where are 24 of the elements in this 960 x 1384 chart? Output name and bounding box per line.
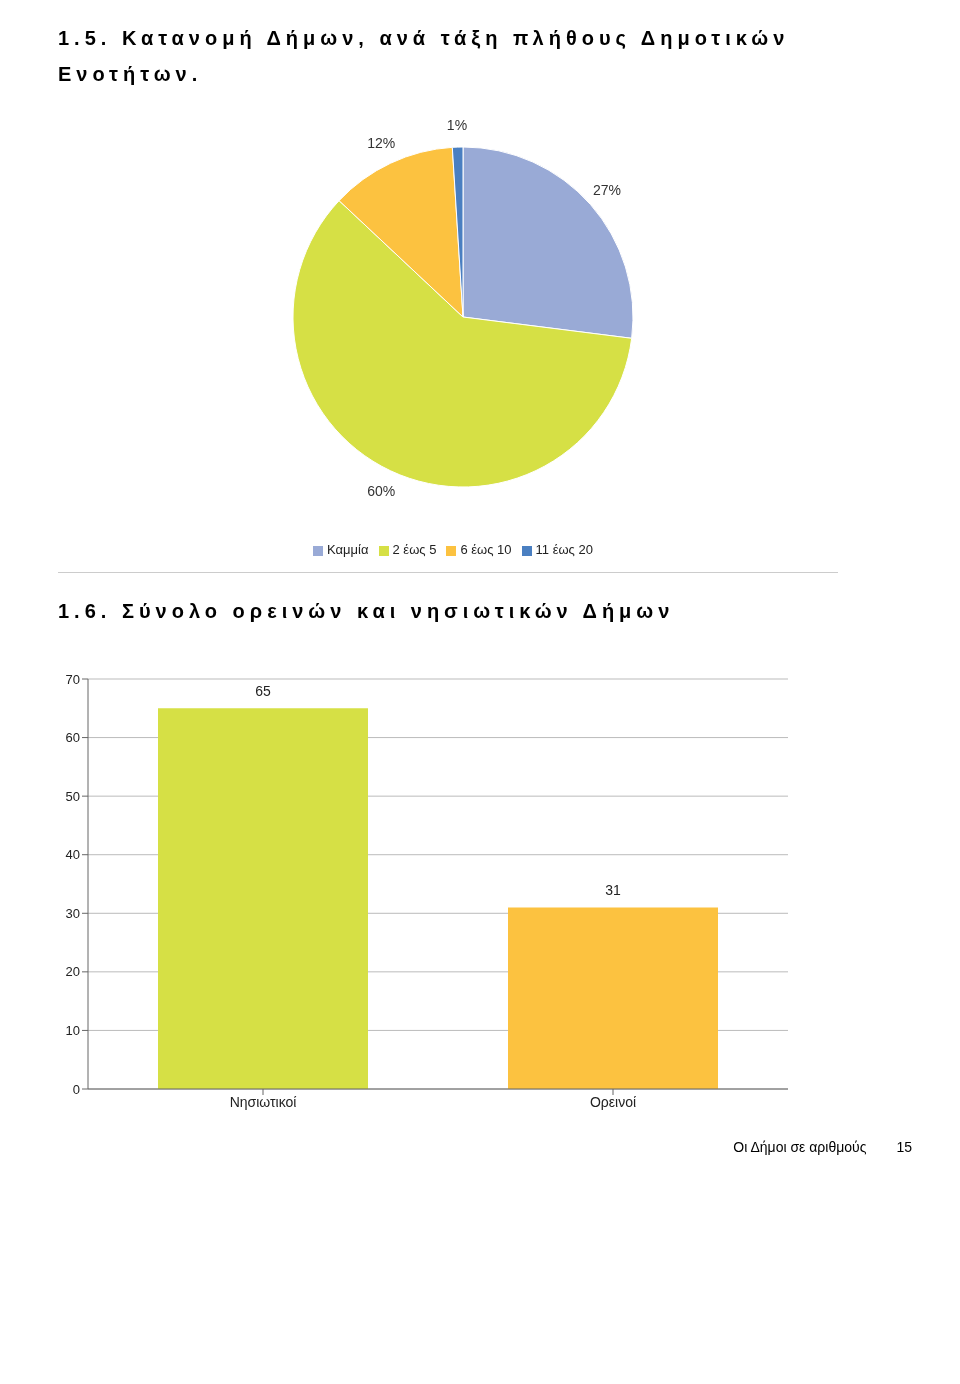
y-tick-label: 10: [65, 1023, 80, 1039]
y-tick-label: 70: [65, 671, 80, 687]
x-tick-label: Ορεινοί: [589, 1093, 637, 1110]
y-tick-label: 0: [72, 1081, 80, 1097]
chart-title: 1.5. Κατανομή Δήμων, ανά τάξη πλήθους Δημοτικών Ενοτήτων.: [58, 26, 791, 87]
legend-label: 2 έως 5: [392, 542, 437, 557]
data-label: 65: [255, 683, 271, 700]
y-tick-label: 60: [65, 730, 80, 746]
data-label: 27%: [593, 182, 622, 199]
y-tick-label: 40: [65, 847, 80, 863]
legend-label: 11 έως 20: [535, 542, 593, 557]
data-label: 12%: [367, 135, 396, 152]
legend-label: 6 έως 10: [460, 542, 512, 557]
x-tick-label: Νησιωτικοί: [229, 1093, 297, 1110]
data-label: 1%: [446, 117, 468, 134]
data-label: 31: [605, 882, 621, 899]
y-tick-label: 50: [65, 788, 80, 804]
text: 15: [896, 1139, 912, 1155]
y-tick-label: 20: [65, 964, 80, 980]
text: Οι Δήμοι σε αριθμούς: [733, 1139, 867, 1155]
y-tick-label: 30: [65, 905, 80, 921]
legend-label: Καμμία: [327, 542, 369, 557]
chart-title: 1.6. Σύνολο ορεινών και νησιωτικών Δήμων: [58, 599, 676, 624]
data-label: 60%: [367, 482, 396, 499]
